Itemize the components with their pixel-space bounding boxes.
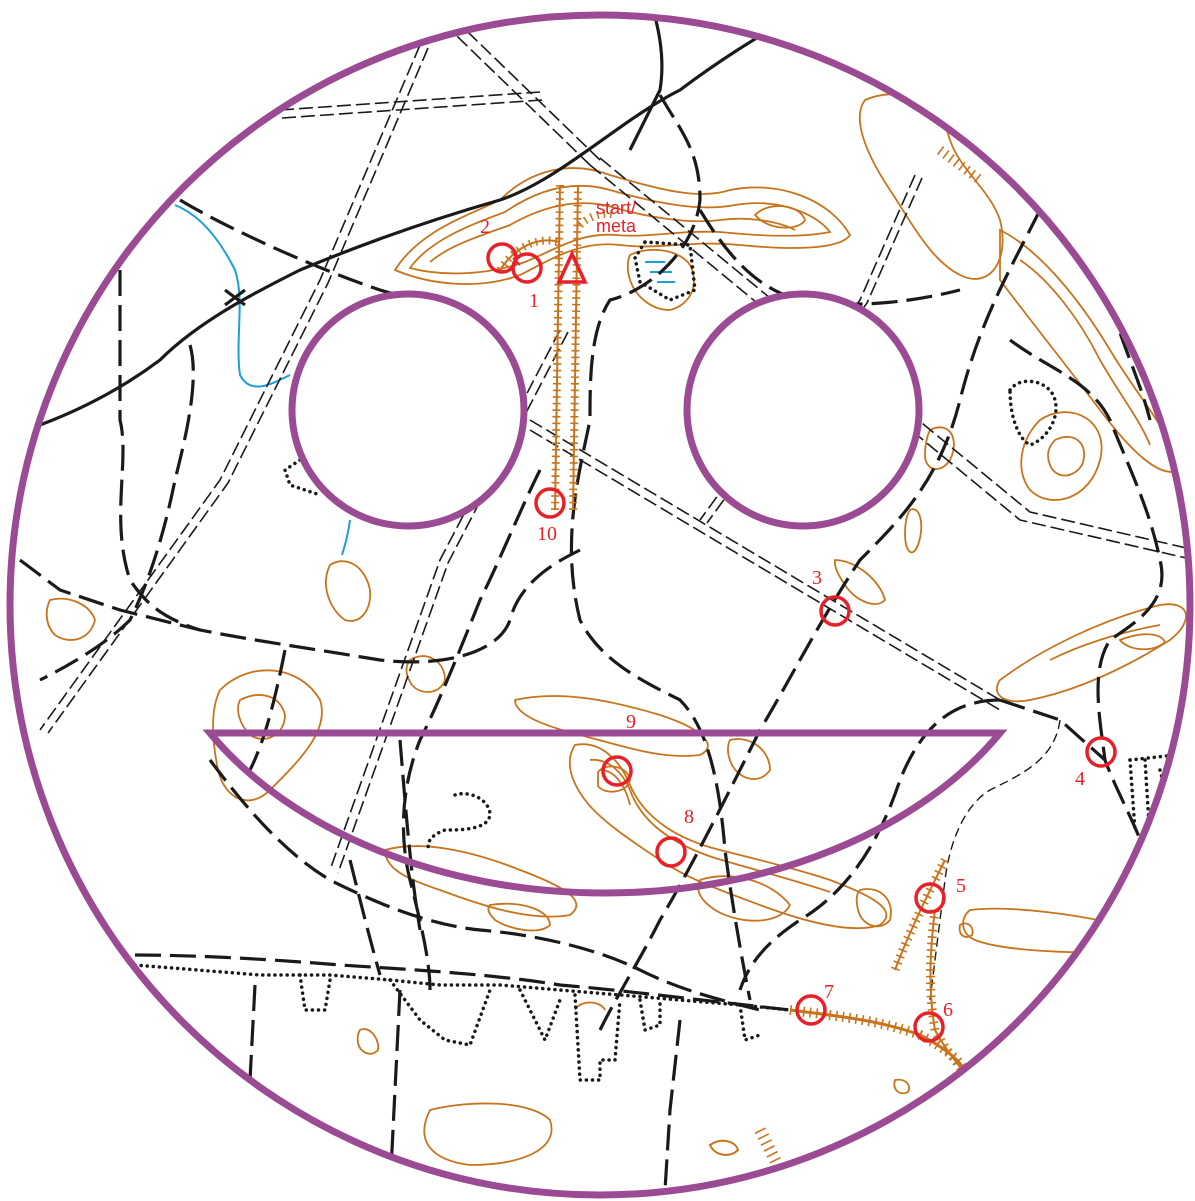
control-circle-icon [601, 755, 633, 787]
control-number-5: 5 [956, 875, 966, 897]
control-circle-icon [914, 882, 946, 914]
control-circle-icon [534, 487, 566, 519]
face-outline [6, 11, 1194, 1199]
smiley-frame-icon [6, 11, 1194, 1199]
control-number-4: 4 [1075, 768, 1085, 790]
control-numbers: 1 2 3 4 5 6 7 8 9 10 [480, 216, 1085, 1021]
control-number-7: 7 [824, 981, 834, 1003]
start-triangle-icon [556, 249, 588, 284]
control-number-1: 1 [529, 290, 539, 312]
control-number-3: 3 [812, 567, 822, 589]
control-number-10: 10 [537, 523, 557, 545]
control-number-8: 8 [684, 806, 694, 828]
control-circle-icon [819, 595, 851, 627]
control-circle-icon [1085, 736, 1117, 768]
control-number-9: 9 [626, 711, 636, 733]
solid-tracks [39, 15, 781, 427]
contour-lines [45, 93, 1187, 1166]
mouth [202, 729, 1008, 897]
control-circles [486, 242, 1117, 1043]
thin-path [929, 719, 1061, 1001]
start-label-line1: start/ [596, 198, 636, 218]
control-number-6: 6 [943, 999, 953, 1021]
control-circle-icon [913, 1011, 945, 1043]
start-label-line2: meta [596, 216, 637, 236]
left-eye [288, 290, 528, 530]
control-circle-icon [655, 836, 687, 868]
water-features [174, 204, 675, 556]
dotted-boundaries [133, 240, 1177, 1082]
right-eye [683, 290, 923, 530]
dashed-tracks [19, 94, 1172, 1191]
control-circle-icon [486, 242, 518, 274]
control-circle-icon [795, 994, 827, 1026]
control-number-2: 2 [480, 216, 490, 238]
